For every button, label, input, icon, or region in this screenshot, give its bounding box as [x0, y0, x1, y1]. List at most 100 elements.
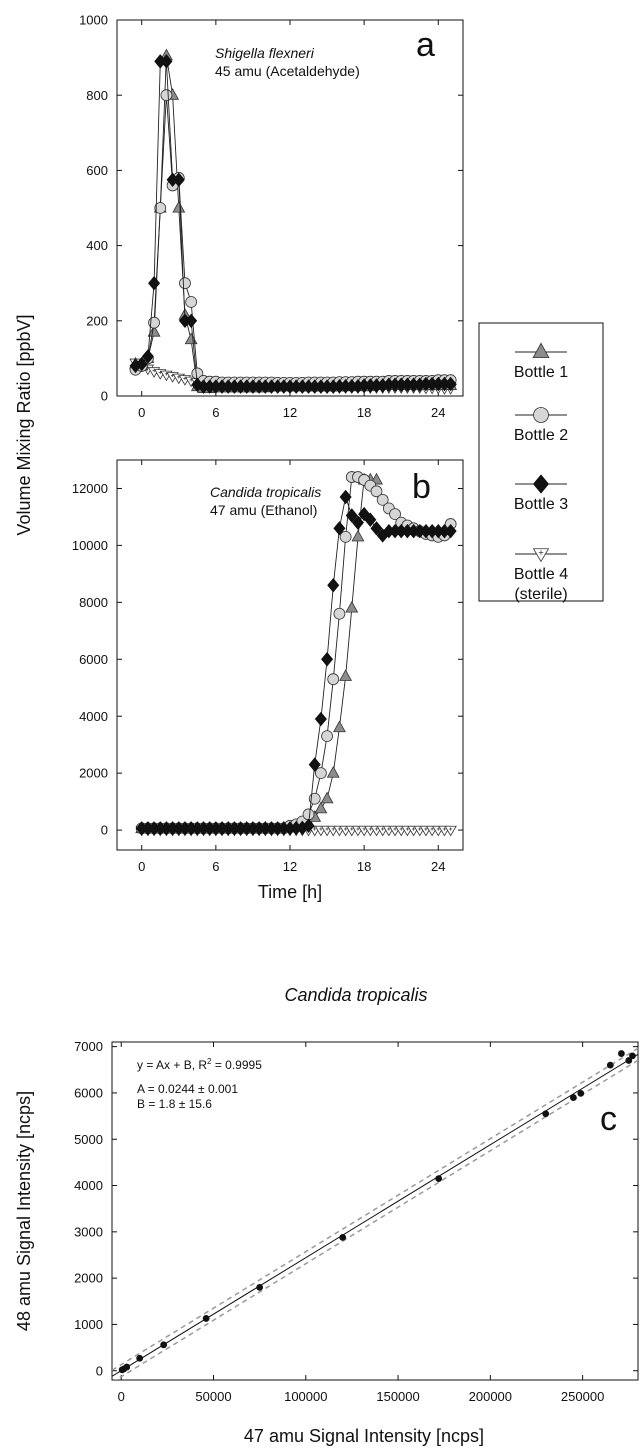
- panel-a-series-line: [135, 55, 451, 389]
- panel-c-ylabel: 48 amu Signal Intensity [ncps]: [14, 1091, 34, 1331]
- panel-c-data-point: [570, 1094, 577, 1101]
- panel-c-title: Candida tropicalis: [284, 985, 427, 1005]
- panel-b-title-compound: 47 amu (Ethanol): [210, 502, 317, 518]
- panel-c-data-point: [339, 1233, 347, 1241]
- panel-a-data-point: [185, 296, 198, 308]
- panel-a-title-compound: 45 amu (Acetaldehyde): [215, 63, 360, 79]
- panel-a-ytick-label: 600: [86, 163, 108, 178]
- panel-b-letter: b: [412, 468, 431, 506]
- legend-label: Bottle 3: [514, 496, 568, 513]
- panel-b-data-point: [308, 757, 321, 772]
- panel-c-letter: c: [600, 1100, 617, 1138]
- panel-b-data-point: [320, 791, 334, 804]
- panel-b-data-point: [345, 508, 358, 523]
- panel-a-ytick-label: 800: [86, 88, 108, 103]
- panel-b-data-point: [389, 508, 401, 520]
- panel-c-ytick-label: 2000: [74, 1271, 103, 1286]
- legend-item-bottle-4: Bottle 4 (sterile): [514, 548, 568, 603]
- panel-b-data-point: [370, 485, 383, 498]
- panel-a-data-point: [160, 89, 173, 102]
- panel-c-param-b: B = 1.8 ± 15.6: [137, 1097, 212, 1111]
- panel-b-data-point: [370, 521, 383, 536]
- panel-c-ytick-label: 3000: [74, 1224, 103, 1239]
- panel-a-data-point: [147, 324, 161, 337]
- panel-b-ytick-label: 10000: [72, 538, 108, 553]
- panel-c-ytick-label: 7000: [74, 1039, 103, 1054]
- panel-a-series-bottle-1: [129, 48, 458, 394]
- panel-a-data-point: [172, 172, 185, 188]
- panel-c-data-point: [136, 1354, 144, 1362]
- panel-b-data-point: [444, 523, 457, 539]
- panel-b-series-bottle-3: [135, 489, 457, 836]
- panel-b-data-point: [302, 808, 315, 821]
- panel-c-xtick-label: 100000: [284, 1389, 327, 1404]
- panel-a-title-species: Shigella flexneri: [215, 45, 315, 61]
- legend-item-bottle-2: Bottle 2: [514, 407, 568, 444]
- panel-c-conf-upper: [112, 1047, 638, 1371]
- panel-b-xlabel: Time [h]: [258, 882, 322, 902]
- panel-b-ytick-label: 4000: [79, 709, 108, 724]
- panel-b-data-point: [314, 711, 327, 727]
- panel-a-ytick-label: 200: [86, 313, 108, 328]
- panel-c-equation-sup: 2: [207, 1057, 212, 1066]
- panel-c-data-point: [123, 1363, 131, 1371]
- panel-c-data-point: [435, 1175, 443, 1182]
- panel-c-xtick-label: 50000: [195, 1389, 231, 1404]
- panel-b-title-species: Candida tropicalis: [210, 484, 321, 500]
- panel-b-series-bottle-1: [135, 472, 383, 834]
- panel-b-data-point: [321, 730, 333, 743]
- panel-c-ytick-label: 4000: [74, 1178, 103, 1193]
- panel-b-data-point: [321, 652, 334, 667]
- panel-c-ytick-label: 6000: [74, 1085, 103, 1100]
- panel-a-xtick-label: 18: [357, 405, 371, 420]
- panel-b-data-point: [327, 673, 340, 686]
- panel-a-data-point: [135, 356, 148, 372]
- panel-c-data-point: [202, 1315, 210, 1322]
- panel-c-data-point: [617, 1050, 625, 1057]
- panel-a-series-line: [135, 60, 451, 388]
- panel-a-data-point: [172, 200, 186, 213]
- panel-b-ytick-label: 8000: [79, 595, 108, 610]
- panel-b-data-point: [351, 515, 364, 530]
- panel-c-data-point: [606, 1061, 614, 1069]
- panel-c: Candida tropicalis 0 50000 100000 150000 200…: [14, 985, 639, 1446]
- legend-marker: [532, 474, 550, 494]
- panel-b-ytick-label: 2000: [79, 766, 108, 781]
- panel-c-conf-lower: [114, 1059, 638, 1380]
- legend-label: Bottle 2: [514, 427, 568, 444]
- panel-b-ytick-label: 12000: [72, 481, 108, 496]
- panel-b-data-point: [351, 529, 365, 542]
- legend: Bottle 1 Bottle 2 Bottle 3 Bottle 4 (sterile…: [478, 322, 604, 603]
- legend-marker: [532, 342, 550, 359]
- panel-a-ytick-label: 400: [86, 238, 108, 253]
- panel-a-xtick-label: 6: [212, 405, 219, 420]
- panel-b-data-point: [339, 530, 352, 543]
- shared-ylabel: Volume Mixing Ratio [ppbV]: [14, 314, 34, 535]
- panel-c-ytick-label: 5000: [74, 1132, 103, 1147]
- legend-item-bottle-1: Bottle 1: [514, 342, 568, 381]
- panel-a-data-point: [160, 54, 173, 69]
- panel-a-data-point: [185, 313, 198, 329]
- panel-b-data-point: [364, 512, 377, 528]
- panel-b-xtick-label: 0: [138, 859, 145, 874]
- panel-b-xtick-label: 6: [212, 859, 219, 874]
- panel-c-xlabel: 47 amu Signal Intensity [ncps]: [244, 1426, 484, 1446]
- panel-c-xtick-label: 200000: [469, 1389, 512, 1404]
- panel-c-fit-line: [112, 1053, 638, 1377]
- panel-a-letter: a: [416, 26, 435, 64]
- panel-c-equation: y = Ax + B, R2 = 0.9995: [137, 1057, 262, 1072]
- panel-a-data-point: [179, 277, 191, 290]
- panel-b-data-point: [332, 720, 346, 733]
- panel-a-xtick-label: 0: [138, 405, 145, 420]
- panel-b: 0 6 12 18 24 0 2000 4000 6000 8000 10000 12000 Cand…: [72, 459, 464, 902]
- panel-a-data-point: [148, 275, 161, 291]
- panel-b-xtick-label: 12: [283, 859, 297, 874]
- panel-a-data-point: [154, 202, 167, 214]
- panel-c-data-point: [542, 1110, 550, 1118]
- panel-a-data-point: [444, 376, 457, 392]
- panel-b-data-point: [314, 801, 328, 814]
- panel-c-frame: [111, 1041, 639, 1381]
- panel-a-data-point: [184, 332, 198, 345]
- panel-c-xtick-label: 250000: [561, 1389, 604, 1404]
